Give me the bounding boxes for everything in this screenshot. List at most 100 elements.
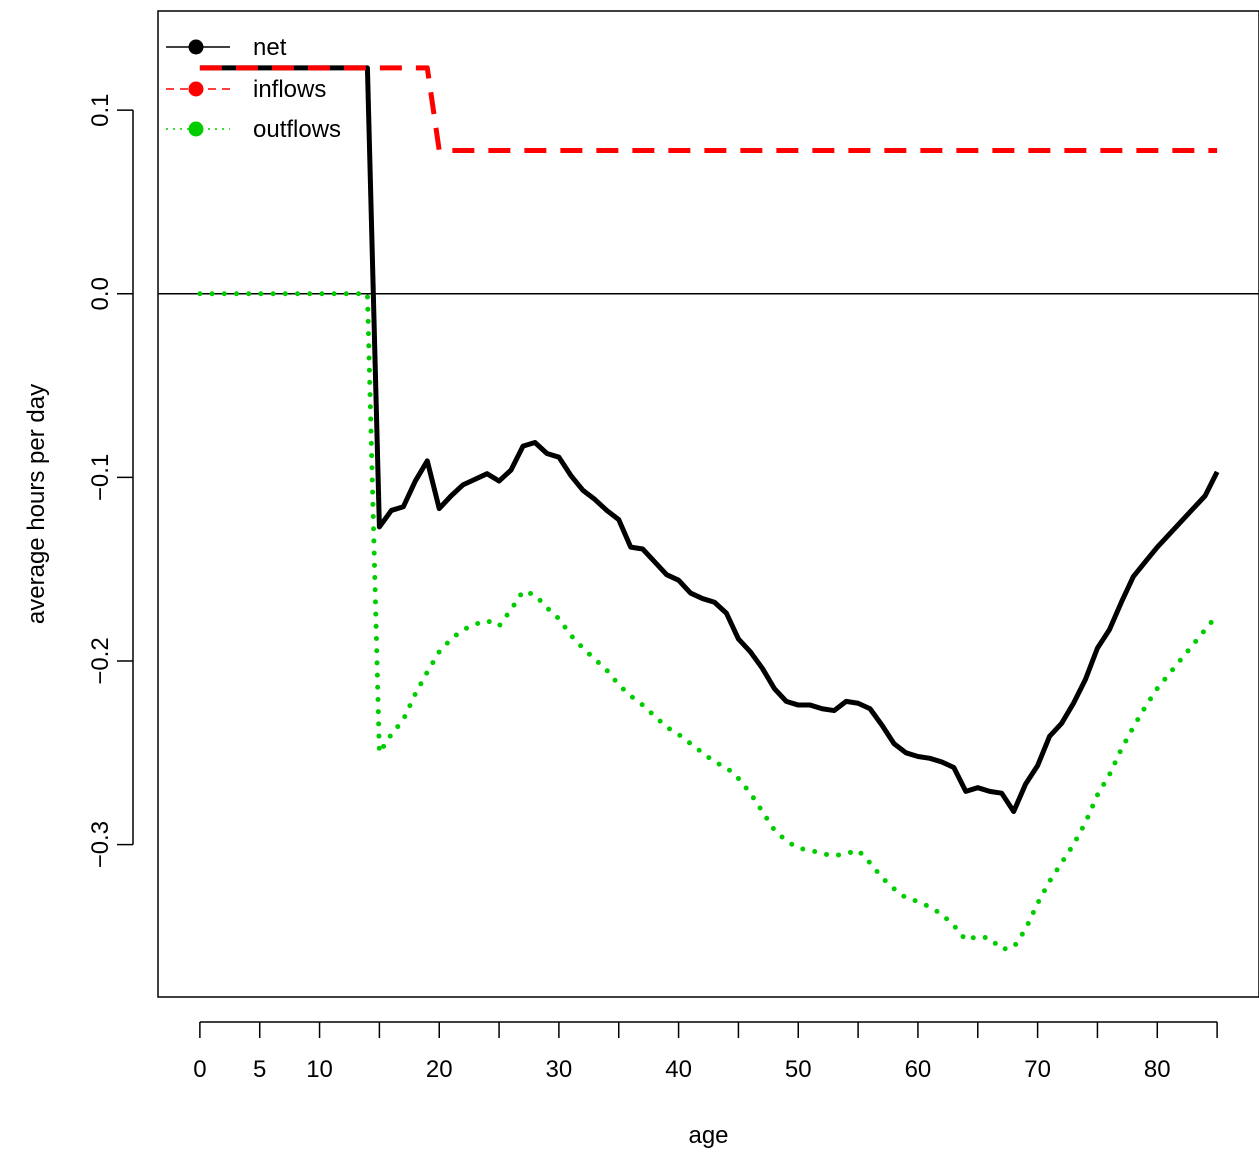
series-outflows-dot-127	[1036, 898, 1042, 904]
series-outflows-dot-51	[376, 745, 382, 751]
series-outflows-dot-47	[375, 696, 381, 702]
series-outflows-dot-97	[757, 805, 763, 811]
series-outflows-dot-36	[372, 562, 378, 568]
series-outflows-dot-71	[528, 591, 534, 597]
x-tick-label-5: 40	[665, 1056, 692, 1083]
series-outflows-dot-2	[221, 291, 227, 297]
series-outflows-dot-32	[370, 514, 376, 520]
series-outflows-dot-18	[366, 343, 372, 349]
series-inflows-line	[199, 65, 1218, 154]
x-tick-label-6: 50	[785, 1056, 812, 1083]
series-outflows-dot-42	[373, 636, 379, 642]
y-tick-label-2: −0.1	[87, 454, 114, 501]
series-outflows-dot-113	[912, 898, 918, 904]
series-outflows-dot-139	[1107, 771, 1113, 777]
series-outflows-dot-37	[372, 575, 378, 581]
series-outflows-dot-89	[686, 740, 692, 746]
series-outflows-dot-60	[430, 660, 436, 666]
series-outflows-dot-108	[866, 859, 872, 865]
series-outflows-dot-91	[706, 755, 712, 761]
series-outflows-dot-40	[373, 611, 379, 617]
series-outflows-dot-151	[1185, 648, 1191, 654]
series-outflows-dot-118	[960, 934, 966, 940]
series-outflows-dot-75	[562, 624, 568, 630]
series-outflows-dot-133	[1074, 836, 1080, 842]
x-tick-label-7: 60	[905, 1056, 932, 1083]
series-outflows-dot-16	[365, 318, 371, 324]
series-outflows-dot-124	[1019, 931, 1025, 937]
series-outflows-dot-85	[648, 710, 654, 716]
series-outflows-dot-19	[366, 355, 372, 361]
series-outflows-dot-111	[891, 886, 897, 892]
series-outflows-dot-68	[504, 612, 510, 618]
x-tick-label-8: 70	[1024, 1056, 1051, 1083]
series-outflows-dot-70	[518, 592, 524, 598]
x-tick-label-1: 5	[253, 1056, 266, 1083]
series-outflows-dot-117	[952, 924, 958, 930]
series-outflows-dot-43	[374, 648, 380, 654]
series-outflows-dot-144	[1135, 717, 1141, 723]
series-outflows-dot-123	[1013, 941, 1019, 947]
series-outflows-dot-65	[475, 620, 481, 626]
series-outflows-dot-135	[1085, 814, 1091, 820]
series-outflows-dot-100	[779, 834, 785, 840]
legend-label-net: net	[253, 34, 287, 61]
series-outflows-dot-6	[270, 291, 276, 297]
legend-marker-inflows	[188, 81, 204, 97]
series-outflows-dot-20	[366, 367, 372, 373]
series-outflows-dot-98	[764, 815, 770, 821]
series-outflows-dot-145	[1141, 706, 1147, 712]
series-outflows-dot-58	[418, 681, 424, 687]
x-axis-label: age	[688, 1122, 728, 1149]
series-outflows-dot-82	[620, 686, 626, 692]
series-outflows-dot-116	[944, 916, 950, 922]
series-outflows-dot-27	[369, 453, 375, 459]
series-outflows-dot-114	[923, 902, 929, 908]
series-outflows-dot-77	[578, 643, 584, 649]
series-outflows-dot-35	[371, 550, 377, 556]
series-outflows-dot-66	[486, 619, 492, 625]
series-outflows-dot-146	[1148, 696, 1154, 702]
series-outflows-dot-10	[319, 291, 325, 297]
series-outflows-dot-26	[368, 440, 374, 446]
series-outflows-dot-63	[453, 632, 459, 638]
series-outflows-dot-120	[982, 935, 988, 941]
series-outflows-dot-8	[294, 291, 300, 297]
series-outflows-dot-110	[882, 878, 888, 884]
series-outflows-dot-84	[639, 702, 645, 708]
series-outflows-dot-74	[555, 614, 561, 620]
series-outflows-dot-41	[373, 623, 379, 629]
series-outflows-dot-109	[874, 869, 880, 875]
series-outflows-dot-137	[1095, 792, 1101, 798]
series-outflows-dot-131	[1061, 857, 1067, 863]
series-outflows-dot-9	[307, 291, 313, 297]
series-outflows-dot-59	[424, 670, 430, 676]
series-outflows-dot-49	[376, 721, 382, 727]
series-outflows-dot-0	[197, 291, 203, 297]
series-outflows-dot-56	[407, 703, 413, 709]
series-outflows-dot-94	[735, 776, 741, 782]
series-layer	[197, 65, 1220, 952]
series-outflows-dot-78	[586, 651, 592, 657]
x-tick-label-2: 10	[306, 1056, 333, 1083]
series-outflows-dot-147	[1154, 686, 1160, 692]
series-outflows-dot-33	[371, 526, 377, 532]
series-outflows-dot-21	[367, 379, 373, 385]
series-outflows-dot-55	[402, 714, 408, 720]
series-outflows-dot-54	[395, 724, 401, 730]
series-outflows-dot-15	[365, 306, 371, 312]
series-outflows-dot-62	[444, 640, 450, 646]
series-outflows-dot-105	[836, 852, 842, 858]
series-outflows-dot-143	[1129, 727, 1135, 733]
x-tick-label-4: 30	[546, 1056, 573, 1083]
series-outflows-dot-17	[365, 331, 371, 337]
series-outflows-dot-129	[1047, 877, 1053, 883]
series-outflows-dot-126	[1030, 909, 1036, 915]
series-outflows-dot-76	[569, 634, 575, 640]
series-outflows-dot-4	[246, 291, 252, 297]
series-outflows-dot-13	[355, 291, 361, 297]
series-outflows-dot-69	[511, 602, 517, 608]
y-axis-label: average hours per day	[23, 384, 50, 624]
series-outflows-dot-142	[1123, 738, 1129, 744]
